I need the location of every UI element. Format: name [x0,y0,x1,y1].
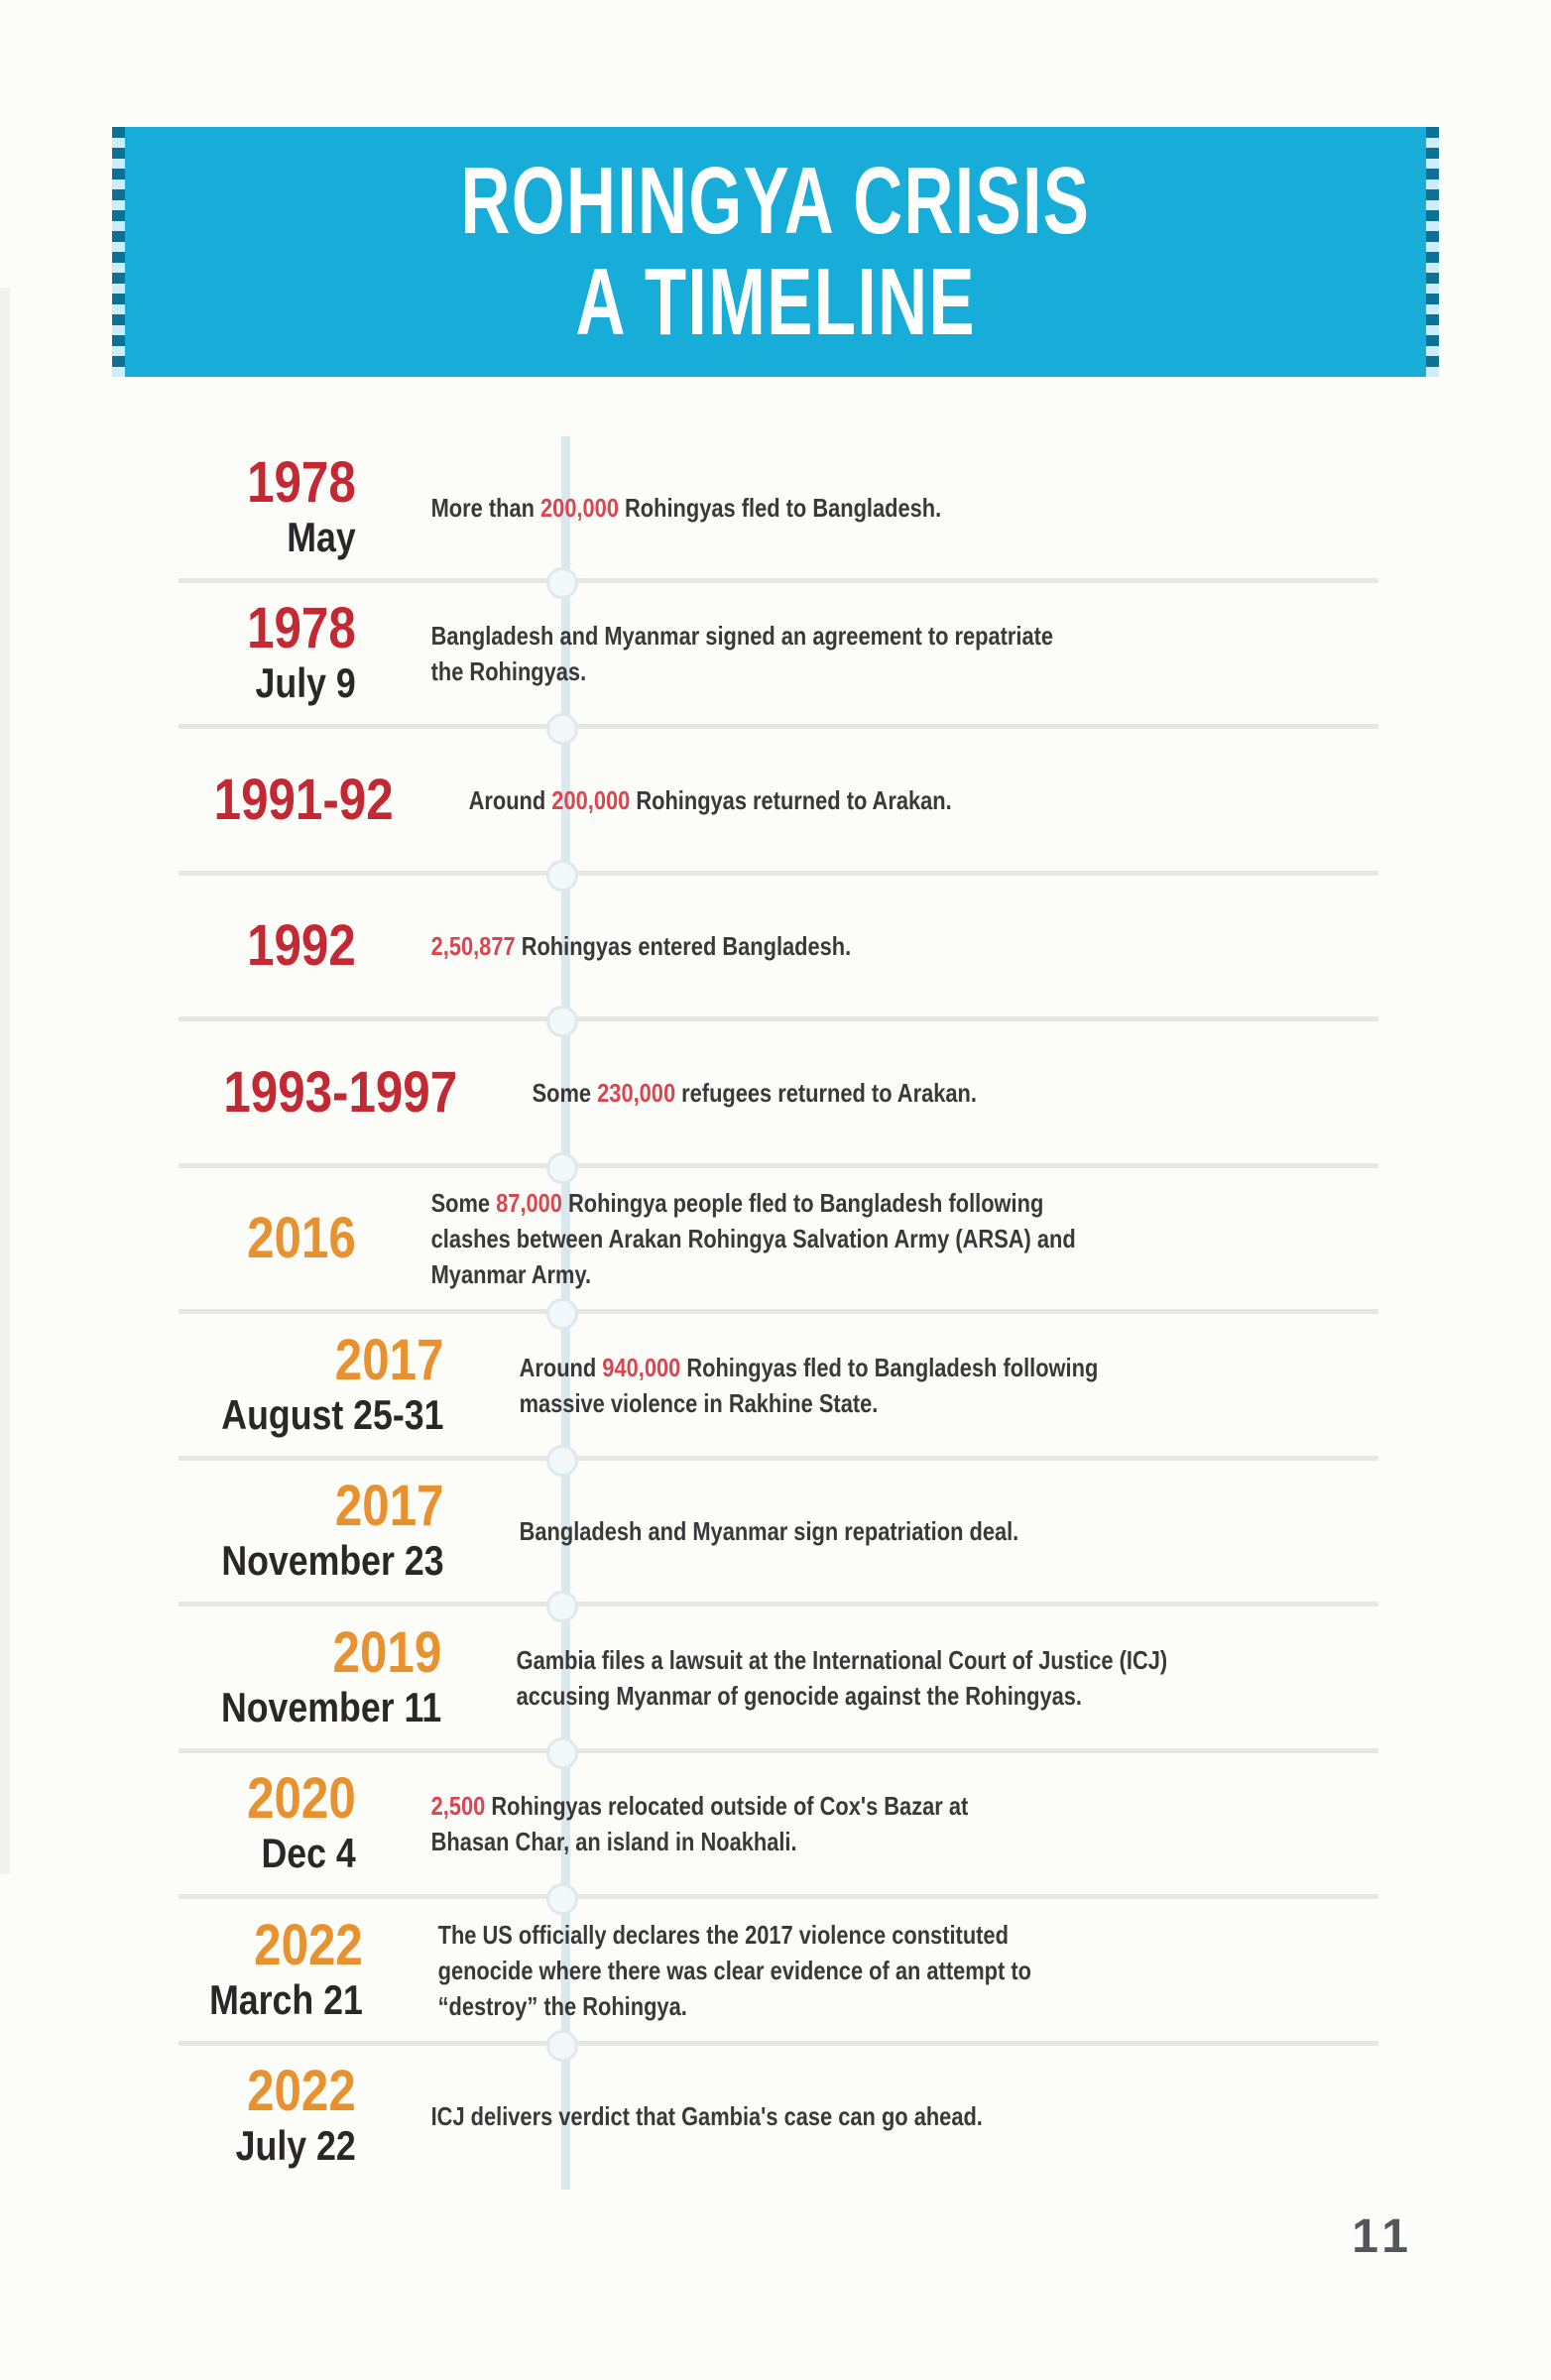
timeline-node-icon [546,1006,578,1037]
timeline-entry: 1991-92 Around 200,000 Rohingyas returne… [179,727,1378,892]
entry-year: 2017 [334,1327,444,1392]
row-divider [179,1309,1378,1314]
entry-year: 2022 [247,2059,356,2124]
entry-text: Around 940,000 Rohingyas fled to Banglad… [519,1352,1099,1418]
row-divider [179,1602,1378,1606]
entry-subdate: November 11 [220,1683,442,1730]
entry-year: 2017 [334,1474,444,1539]
entry-date: 1992 [208,916,377,976]
entry-date: 2017 August 25-31 [221,1327,464,1440]
entry-year: 2016 [247,1206,356,1271]
entry-subdate: November 23 [221,1537,444,1585]
timeline-rows: 1978 May More than 200,000 Rohingyas fle… [179,434,1378,2190]
entry-text: Gambia files a lawsuit at the Internatio… [517,1644,1168,1711]
page-number: 11 [1352,2210,1414,2263]
entry-date: 1993-1997 [223,1059,478,1125]
timeline-node-icon [546,1298,578,1330]
timeline-entry: 2017 August 25-31 Around 940,000 Rohingy… [179,1312,1378,1477]
timeline-entry: 2017 November 23 Bangladesh and Myanmar … [179,1459,1378,1622]
entry-subdate: August 25-31 [221,1390,444,1438]
timeline-entry: 2019 November 11 Gambia files a lawsuit … [179,1605,1378,1769]
entry-date: 1978 May [208,449,377,562]
entry-subdate: July 9 [255,659,356,707]
entry-date: 1978 July 9 [208,599,377,708]
entry-year: 2022 [254,1912,363,1977]
entry-text: Around 200,000 Rohingyas returned to Ara… [468,784,952,815]
row-divider [179,2040,1378,2046]
entry-subdate: Dec 4 [261,1830,356,1877]
row-divider [179,1162,1378,1168]
timeline-node-icon [546,1444,578,1477]
timeline-node-icon [546,566,578,599]
timeline-node-icon [546,2029,578,2062]
row-divider [179,1016,1378,1021]
entry-subdate: March 21 [209,1975,363,2023]
timeline-entry: 1978 May More than 200,000 Rohingyas fle… [179,434,1378,599]
entry-text: More than 200,000 Rohingyas fled to Bang… [430,492,942,523]
timeline-entry: 1992 2,50,877 Rohingyas entered Banglade… [179,874,1378,1037]
entry-year: 2020 [247,1766,356,1832]
timeline-node-icon [546,713,578,745]
entry-text: Bangladesh and Myanmar sign repatriation… [519,1516,1019,1547]
row-divider [179,724,1378,729]
title-banner: ROHINGYA CRISIS A TIMELINE [112,127,1439,377]
entry-year: 1991-92 [213,767,394,832]
entry-subdate: July 22 [235,2122,356,2170]
timeline-entry: 1993-1997 Some 230,000 refugees returned… [179,1019,1378,1184]
entry-date: 2016 [208,1209,377,1268]
timeline-node-icon [546,1591,578,1622]
timeline-entry: 2022 July 22 ICJ delivers verdict that G… [179,2044,1378,2191]
row-divider [179,870,1378,876]
entry-text: Some 230,000 refugees returned to Arakan… [532,1077,978,1108]
entry-year: 1993-1997 [223,1059,458,1125]
entry-text: Bangladesh and Myanmar signed an agreeme… [430,621,1054,687]
entry-date: 2017 November 23 [221,1477,464,1586]
entry-date: 2022 July 22 [208,2062,377,2171]
timeline-entry: 2016 Some 87,000 Rohingya people fled to… [179,1166,1378,1330]
entry-year: 2019 [332,1619,442,1685]
banner-title-line1: ROHINGYA CRISIS [460,148,1091,254]
timeline-node-icon [546,859,578,892]
banner-title-line2: A TIMELINE [575,249,976,355]
row-divider [179,577,1378,583]
row-divider [179,1455,1378,1461]
entry-year: 1978 [247,449,356,515]
entry-year: 1978 [247,596,356,661]
entry-date: 2020 Dec 4 [208,1769,377,1878]
entry-date: 2022 March 21 [209,1912,384,2025]
scan-edge-artifact [0,288,10,1874]
entry-date: 2019 November 11 [220,1619,463,1732]
timeline-node-icon [546,1151,578,1184]
timeline-node-icon [546,1883,578,1915]
timeline-entry: 1978 July 9 Bangladesh and Myanmar signe… [179,581,1378,745]
entry-date: 1991-92 [213,767,415,832]
timeline-node-icon [546,1736,578,1769]
entry-text: ICJ delivers verdict that Gambia's case … [430,2101,983,2132]
entry-text: 2,50,877 Rohingyas entered Bangladesh. [430,931,852,962]
row-divider [179,1894,1378,1899]
entry-text: The US officially declares the 2017 viol… [437,1919,1032,2021]
entry-year: 1992 [247,913,356,979]
entry-text: Some 87,000 Rohingya people fled to Bang… [430,1188,1076,1290]
entry-text: 2,500 Rohingyas relocated outside of Cox… [430,1791,969,1857]
row-divider [179,1747,1378,1753]
timeline: 1978 May More than 200,000 Rohingyas fle… [179,434,1378,2190]
timeline-entry: 2020 Dec 4 2,500 Rohingyas relocated out… [179,1751,1378,1915]
timeline-entry: 2022 March 21 The US officially declares… [179,1897,1378,2062]
entry-subdate: May [287,513,356,560]
